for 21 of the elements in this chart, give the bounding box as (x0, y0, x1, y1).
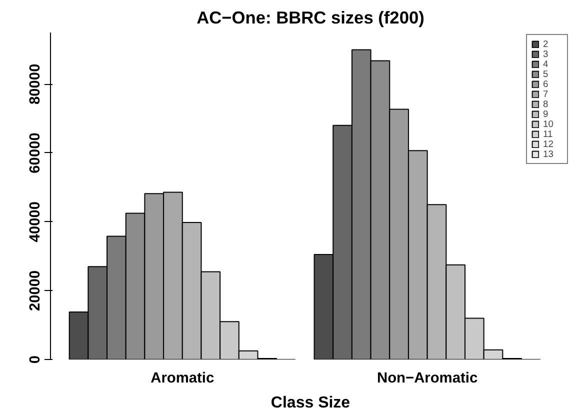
legend-label: 8 (543, 99, 550, 109)
y-tick-label: 40000 (28, 201, 44, 242)
y-tick-label: 20000 (28, 270, 44, 312)
legend-label: 3 (543, 49, 550, 59)
legend-label: 13 (543, 149, 554, 159)
legend-label: 12 (543, 139, 554, 149)
x-tick-label: Aromatic (150, 370, 214, 386)
legend-label: 10 (543, 119, 554, 129)
legend-label: 9 (543, 109, 550, 119)
legend-label: 4 (543, 59, 550, 69)
x-tick-label: Non−Aromatic (377, 370, 478, 386)
chart-title: AC−One: BBRC sizes (f200) (196, 8, 424, 28)
legend-label: 11 (543, 129, 554, 139)
legend-label: 6 (543, 79, 550, 89)
legend-label: 5 (543, 69, 550, 79)
y-tick-label: 80000 (28, 64, 44, 105)
legend-label: 2 (543, 39, 550, 49)
legend-label: 7 (543, 89, 550, 99)
y-tick-label: 60000 (28, 132, 44, 174)
y-tick-label: 0 (28, 355, 44, 364)
x-axis-title: Class Size (270, 394, 350, 412)
